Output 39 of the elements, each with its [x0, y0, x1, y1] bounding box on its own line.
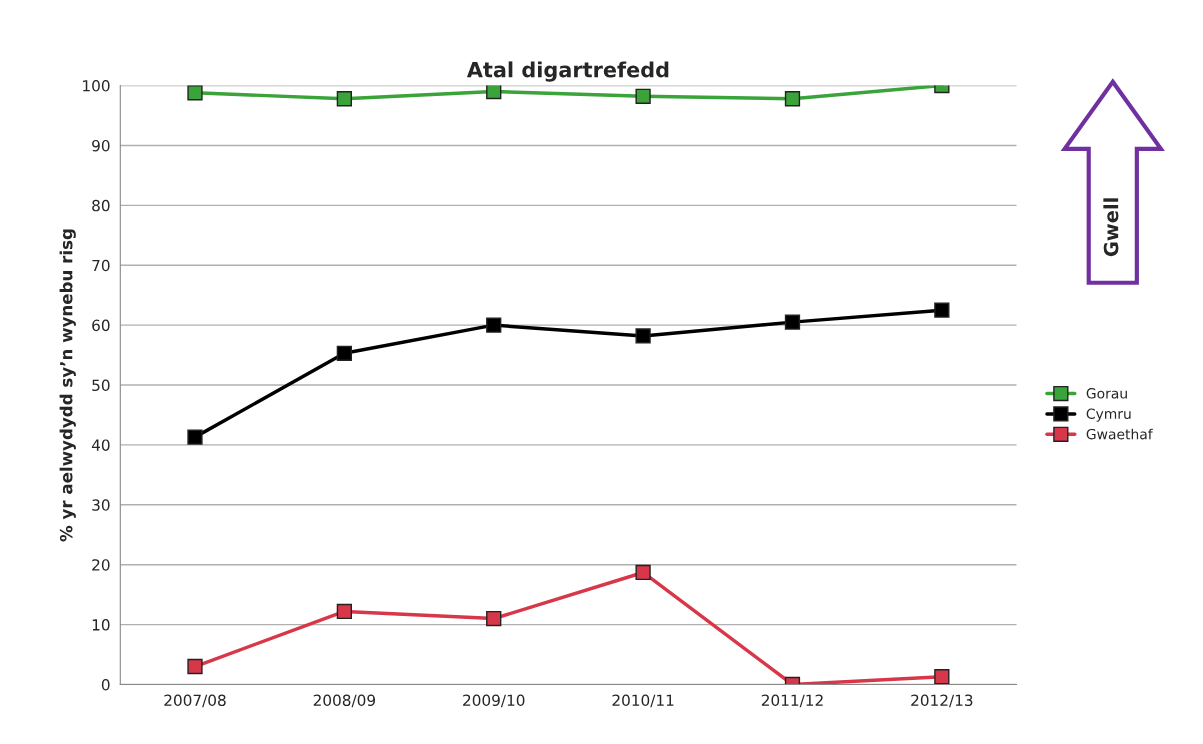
legend-label: Cymru [1086, 408, 1131, 422]
x-tick-label: 2007/08 [164, 694, 226, 708]
y-tick-label: 60 [92, 319, 110, 332]
x-tick-label: 2009/10 [463, 694, 525, 708]
y-tick-label: 80 [92, 199, 110, 212]
text: Gwell [1103, 198, 1119, 257]
point [934, 302, 950, 318]
x-tick-label: 2012/13 [911, 694, 973, 708]
y-tick-label: 70 [92, 259, 110, 272]
y-tick-label: 90 [92, 139, 110, 152]
y-tick-label: 50 [92, 379, 110, 392]
x-tick-label: 2011/12 [761, 694, 823, 708]
point [934, 669, 950, 685]
point [187, 658, 203, 675]
y-tick-label: 20 [92, 559, 110, 571]
legend-label: Gorau [1086, 388, 1127, 399]
y-tick-label: 100 [83, 80, 110, 92]
legend-label: Gwaethaf [1086, 428, 1153, 440]
x-tick-label: 2010/11 [612, 694, 674, 708]
point [187, 85, 203, 101]
y-axis-title: % yr aelwydydd sy’n wynebu risg [59, 229, 76, 542]
point [336, 91, 352, 107]
point [784, 91, 801, 107]
chart-title: Atal digartrefedd [466, 61, 669, 82]
point [635, 88, 651, 104]
y-tick-label: 0 [101, 678, 110, 691]
y-tick-label: 40 [91, 439, 110, 451]
point [635, 328, 651, 344]
y-tick-label: 30 [92, 499, 110, 511]
point [187, 429, 203, 445]
point [784, 314, 801, 330]
point [486, 317, 502, 333]
point [635, 564, 651, 581]
y-tick-label: 10 [92, 619, 110, 631]
x-tick-label: 2008/09 [313, 694, 376, 708]
point [336, 603, 352, 620]
point [486, 610, 502, 627]
point [336, 345, 352, 361]
point [486, 85, 502, 100]
